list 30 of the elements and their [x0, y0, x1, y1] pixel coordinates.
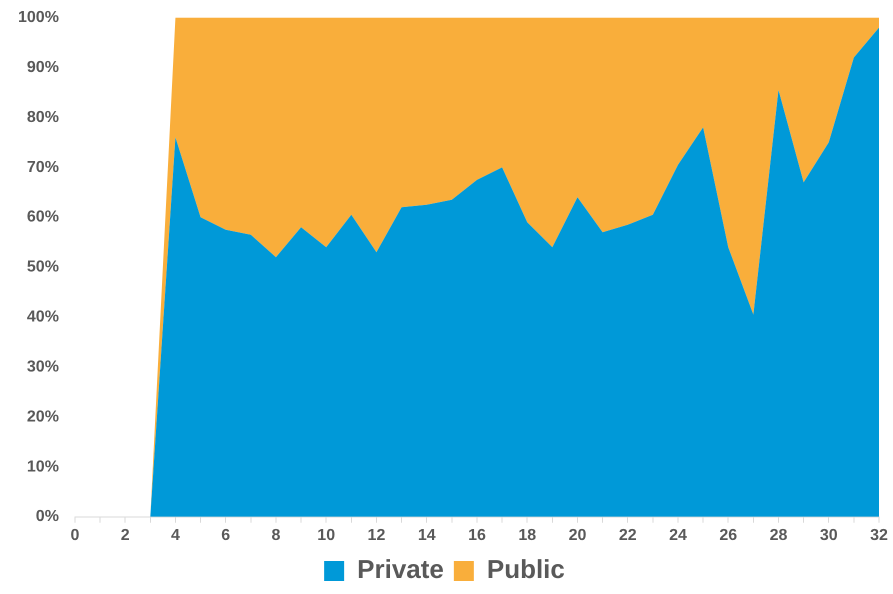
x-tick-label: 12	[368, 526, 386, 544]
y-tick-label: 0%	[36, 508, 59, 526]
y-tick-label: 60%	[26, 208, 59, 226]
y-tick-label: 20%	[26, 408, 59, 426]
legend-label: Public	[486, 554, 565, 584]
y-tick-label: 10%	[26, 458, 59, 476]
y-tick-label: 40%	[26, 308, 59, 326]
y-tick-label: 70%	[26, 158, 59, 176]
x-tick-label: 20	[568, 526, 586, 544]
x-tick-label: 4	[170, 526, 180, 544]
x-tick-label: 10	[317, 526, 336, 544]
x-tick-label: 2	[120, 526, 130, 544]
y-tick-label: 30%	[26, 358, 59, 376]
x-tick-label: 24	[669, 526, 687, 544]
x-tick-label: 14	[418, 526, 436, 544]
x-tick-label: 0	[70, 526, 80, 544]
y-tick-label: 80%	[26, 108, 59, 126]
y-tick-label: 100%	[18, 9, 59, 26]
y-tick-label: 50%	[26, 258, 59, 276]
x-tick-label: 28	[770, 526, 788, 544]
x-tick-label: 30	[820, 526, 838, 544]
x-tick-label: 18	[518, 526, 536, 544]
x-tick-label: 32	[870, 526, 888, 544]
legend-label: Private	[357, 554, 444, 584]
x-tick-label: 26	[719, 526, 738, 544]
y-tick-label: 90%	[26, 58, 59, 76]
x-tick-label: 6	[221, 526, 230, 544]
x-tick-label: 16	[468, 526, 486, 544]
x-tick-label: 22	[618, 526, 637, 544]
x-tick-label: 8	[271, 526, 280, 544]
